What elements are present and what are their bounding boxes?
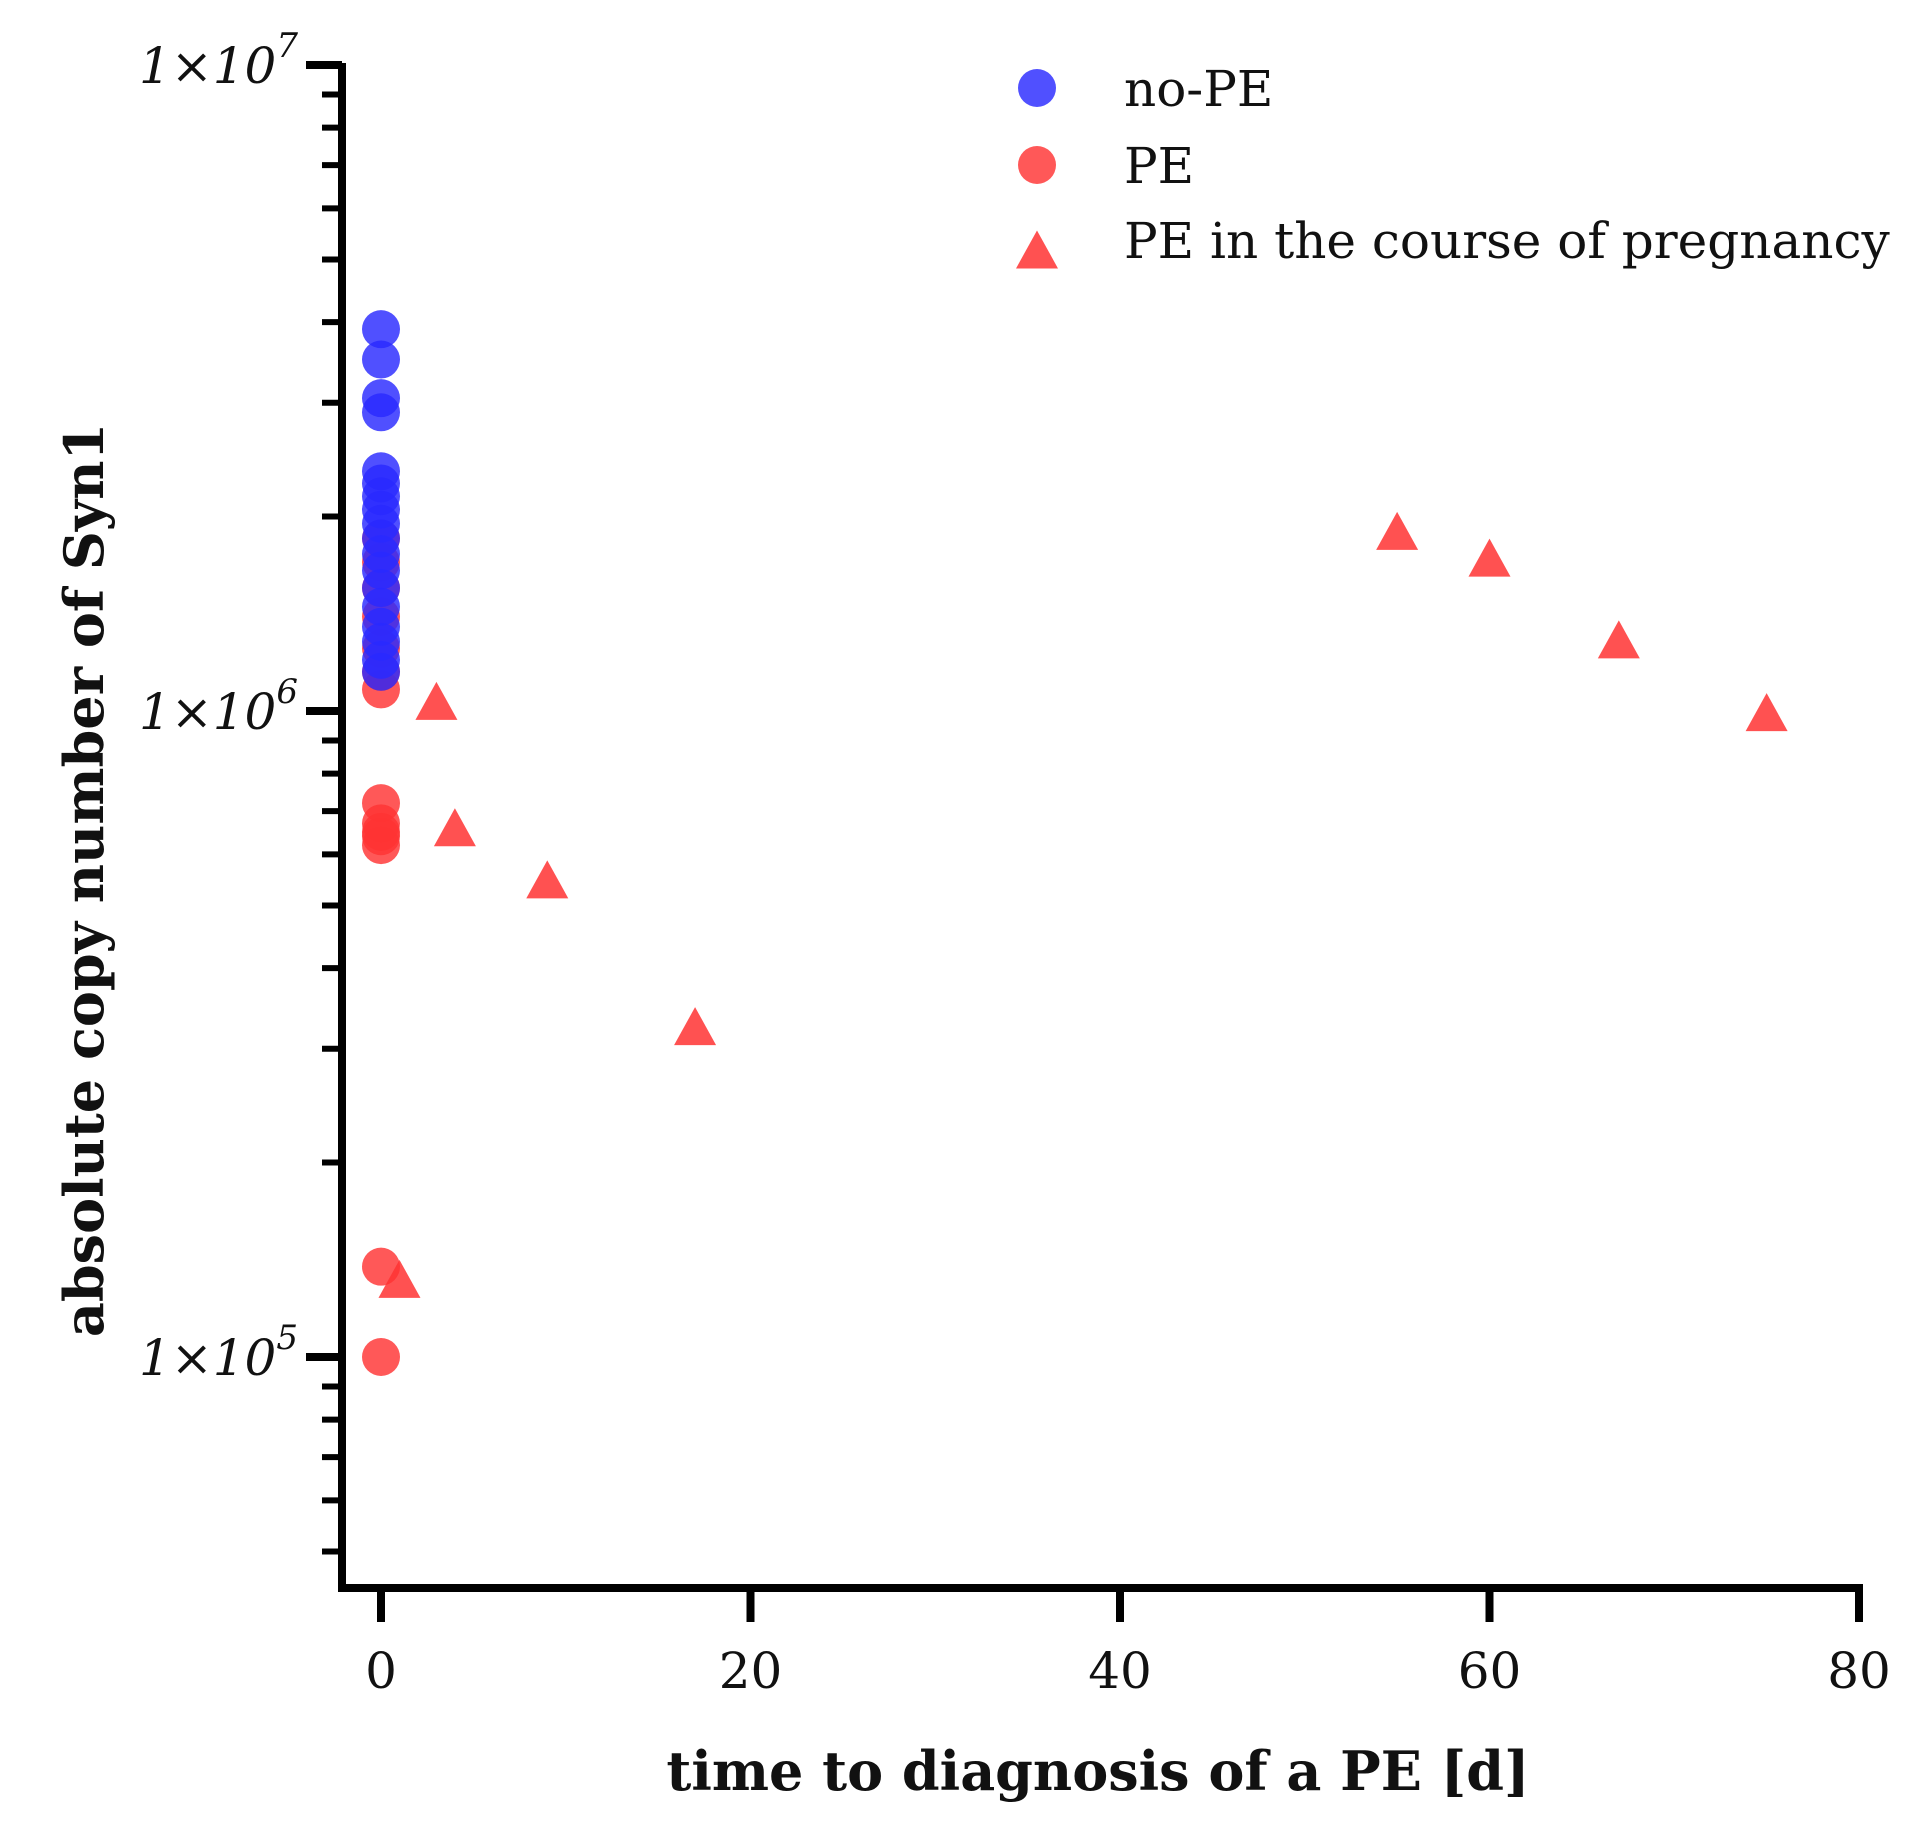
- series-pe-in-the-course-of-pregnancy: [378, 511, 1788, 1298]
- legend-triangle-marker: [1016, 230, 1058, 269]
- circle-point: [362, 452, 400, 491]
- legend-label: PE in the course of pregnancy: [1124, 212, 1890, 270]
- y-tick-label: 1×107: [139, 26, 298, 95]
- legend-label: PE: [1124, 137, 1194, 195]
- triangle-point: [1597, 620, 1640, 659]
- legend: no-PE PE PE in the course of pregnancy: [1016, 60, 1890, 270]
- circle-point: [362, 379, 400, 418]
- triangle-point: [415, 681, 458, 720]
- legend-item: no-PE: [1018, 60, 1273, 118]
- legend-circle-marker: [1018, 146, 1056, 184]
- tick-labels: 0 20 40 60 80 1×105 1×106 1×107: [139, 26, 1891, 1700]
- series-no-pe: [362, 310, 400, 691]
- legend-item: PE in the course of pregnancy: [1016, 212, 1890, 270]
- x-tick-label: 80: [1827, 1642, 1891, 1700]
- y-tick-label: 1×106: [139, 672, 298, 741]
- triangle-point: [433, 808, 476, 847]
- tick-marks: [306, 61, 1863, 1622]
- triangle-point: [1745, 693, 1788, 732]
- triangle-point: [526, 860, 569, 899]
- x-tick-label: 0: [365, 1642, 397, 1700]
- triangle-point: [674, 1007, 717, 1046]
- y-tick-label: 1×105: [139, 1318, 298, 1387]
- legend-circle-marker: [1018, 69, 1056, 107]
- y-axis-title: absolute copy number of Syn1: [52, 423, 116, 1337]
- legend-item: PE: [1018, 137, 1194, 195]
- circle-point: [362, 310, 400, 349]
- data-points: [362, 310, 1788, 1376]
- x-tick-label: 60: [1458, 1642, 1522, 1700]
- triangle-point: [1468, 538, 1511, 577]
- circle-point: [362, 340, 400, 379]
- axes: [338, 63, 1863, 1592]
- x-tick-label: 40: [1088, 1642, 1152, 1700]
- circle-point: [362, 1338, 400, 1376]
- triangle-point: [1376, 511, 1419, 550]
- x-tick-label: 20: [719, 1642, 783, 1700]
- triangle-point: [378, 1259, 421, 1298]
- legend-label: no-PE: [1124, 60, 1273, 118]
- x-axis-title: time to diagnosis of a PE [d]: [666, 1739, 1529, 1803]
- circle-point: [362, 784, 400, 823]
